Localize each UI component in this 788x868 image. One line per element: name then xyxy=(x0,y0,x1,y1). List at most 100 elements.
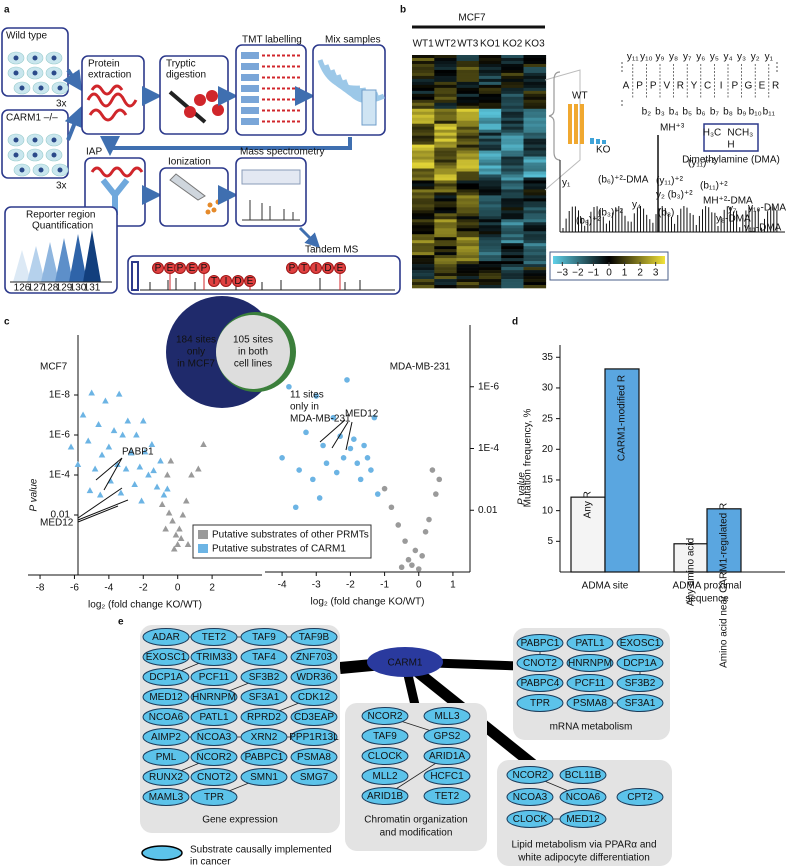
peak-label: y₁ xyxy=(562,178,571,189)
heatmap-cell xyxy=(523,108,547,113)
heatmap-cell xyxy=(478,126,502,130)
point xyxy=(357,476,364,483)
heatmap-cell xyxy=(478,231,502,235)
heatmap-cell xyxy=(523,60,547,65)
tmt-tag xyxy=(241,74,259,81)
substrate-name: NCOR2 xyxy=(367,711,402,722)
substrate-node xyxy=(423,767,471,785)
substrate-node xyxy=(423,707,471,725)
substrate-node xyxy=(506,788,554,806)
heatmap-cell xyxy=(434,162,457,166)
heatmap-cell xyxy=(412,147,435,151)
heatmap-cell xyxy=(501,132,524,136)
nucleus xyxy=(51,137,57,143)
substrate-name: HNRNPM xyxy=(192,692,236,703)
residue xyxy=(152,262,164,274)
reporter-peak xyxy=(27,246,45,282)
point xyxy=(395,522,402,528)
substrate-name: TPR xyxy=(204,792,224,803)
tmt-tag xyxy=(241,107,259,114)
heatmap-cell xyxy=(434,216,457,220)
point xyxy=(340,454,347,461)
point xyxy=(179,511,187,518)
heatmap-cell xyxy=(434,93,457,98)
label: CARM1 –/– xyxy=(6,113,58,124)
residue: E xyxy=(759,81,766,92)
heatmap-cell xyxy=(456,228,480,232)
peak-label: y₁₁-DMA xyxy=(744,223,782,234)
y-tick-label: 15 xyxy=(542,475,554,486)
heatmap-cell xyxy=(478,108,502,113)
zoom xyxy=(131,261,139,291)
residue-letter: I xyxy=(225,276,228,287)
heatmap-cell xyxy=(434,69,457,74)
substrate-name: CD3EAP xyxy=(294,712,334,723)
heatmap-cell xyxy=(412,141,435,145)
point xyxy=(133,431,140,438)
heatmap-cell xyxy=(523,285,547,289)
heatmap-cell xyxy=(434,192,457,196)
group-label: ADMA proximal xyxy=(673,581,742,592)
heatmap-cell xyxy=(523,72,547,77)
heatmap-cell xyxy=(412,231,435,235)
panel-box xyxy=(235,157,307,227)
heatmap-cell xyxy=(412,192,435,196)
substrate-node xyxy=(142,688,190,706)
heatmap-cell xyxy=(412,255,435,259)
heatmap-cell xyxy=(478,132,502,136)
heatmap-cell xyxy=(456,153,480,157)
nucleus xyxy=(13,137,19,143)
b-ion: b₅ xyxy=(682,107,692,118)
point xyxy=(119,431,126,438)
heatmap-cell xyxy=(434,186,457,190)
heatmap-cell xyxy=(434,261,457,265)
heatmap-cell xyxy=(523,138,547,142)
heatmap-cell xyxy=(412,243,435,247)
heatmap-cell xyxy=(478,237,502,241)
heatmap-cell xyxy=(478,159,502,163)
heatmap-cell xyxy=(501,213,524,217)
substrate-node xyxy=(190,708,238,726)
substrate-node xyxy=(240,708,288,726)
substrate-node xyxy=(516,634,564,652)
heatmap-cell xyxy=(434,276,457,280)
heatmap-cell xyxy=(434,285,457,289)
heatmap-cell xyxy=(456,267,480,271)
point xyxy=(158,501,166,508)
heatmap-cell xyxy=(434,282,457,286)
heatmap-cell xyxy=(434,246,457,250)
b-ion: b₁₀ xyxy=(749,107,762,118)
heatmap-cell xyxy=(434,201,457,205)
substrate-name: SF3B2 xyxy=(249,672,280,683)
ko-intensity xyxy=(596,139,600,144)
label: Protein xyxy=(88,59,120,70)
heatmap-cell xyxy=(456,213,480,217)
x-axis-label: log₂ (fold change KO/WT) xyxy=(88,600,202,611)
point xyxy=(368,467,374,473)
heatmap-cell xyxy=(434,141,457,145)
heatmap-cell xyxy=(501,243,524,247)
heatmap-cell xyxy=(523,135,547,139)
sample-label: WT3 xyxy=(457,39,479,50)
reporter-ion: 131 xyxy=(84,283,101,294)
heatmap-cell xyxy=(501,120,524,125)
substrate-name: PABPC1 xyxy=(521,638,560,649)
y-ion: y₁₀ xyxy=(640,52,653,63)
heatmap-cell xyxy=(501,102,524,107)
point xyxy=(177,535,185,542)
reporter-ion: 129 xyxy=(56,283,73,294)
heatmap-cell xyxy=(478,273,502,277)
heatmap-cell xyxy=(501,99,524,104)
heatmap-cell xyxy=(434,189,457,193)
heatmap-cell xyxy=(456,270,480,274)
bar xyxy=(706,508,742,573)
y-axis-label: Mutation frequency, % xyxy=(523,409,534,508)
heatmap-cell xyxy=(501,138,524,142)
annotation-line xyxy=(319,419,353,451)
heatmap-cell xyxy=(412,207,435,211)
heatmap-cell xyxy=(478,183,502,187)
heatmap-cell xyxy=(478,225,502,229)
peak-label: y₄ xyxy=(632,200,641,211)
heatmap-cell xyxy=(501,174,524,178)
y-ion: y₁₁ xyxy=(627,52,639,63)
